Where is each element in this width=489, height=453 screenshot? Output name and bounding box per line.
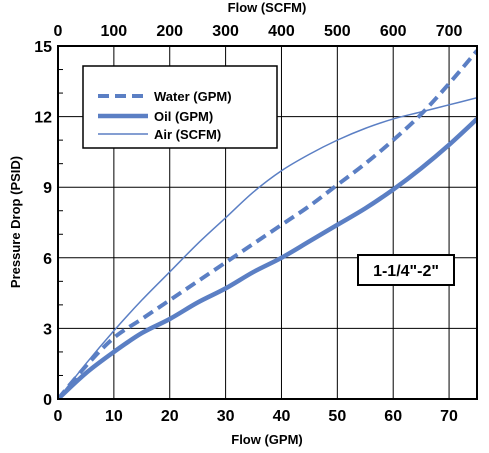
x-tick-label: 40 [273,408,291,425]
x2-tick-label: 300 [212,23,239,40]
x2-tick-label: 0 [54,23,63,40]
x-tick-label: 30 [217,408,235,425]
annotation-text: 1-1/4"-2" [373,263,439,280]
x-tick-label: 50 [328,408,346,425]
legend: Water (GPM) Oil (GPM) Air (SCFM) [82,65,278,149]
y-tick-label: 12 [34,110,52,127]
x2-tick-label: 500 [324,23,351,40]
x-tick-label: 20 [161,408,179,425]
legend-label-water: Water (GPM) [154,89,232,104]
legend-label-air: Air (SCFM) [154,127,221,142]
y-tick-label: 15 [34,39,52,56]
x2-tick-label: 700 [436,23,463,40]
x2-tick-label: 400 [268,23,295,40]
x2-tick-label: 600 [380,23,407,40]
legend-label-oil: Oil (GPM) [154,109,213,124]
plot-frame [57,45,478,400]
x-tick-label: 10 [105,408,123,425]
y-tick-label: 3 [43,321,52,338]
x2-tick-label: 100 [101,23,128,40]
y-tick-label: 9 [43,180,52,197]
y-tick-label: 6 [43,251,52,268]
series-line-oil [58,117,477,399]
annotation-box [357,254,455,286]
y-axis-title: Pressure Drop (PSID) [8,156,23,288]
x-axis-title: Flow (GPM) [231,432,303,447]
series-line-air [58,97,477,399]
x2-tick-label: 200 [156,23,183,40]
x-tick-label: 60 [384,408,402,425]
y-tick-label: 0 [43,392,52,409]
x-tick-label: 70 [440,408,458,425]
x-tick-label: 0 [54,408,63,425]
size-annotation: 1-1/4"-2" [357,254,455,286]
top-axis-title: Flow (SCFM) [228,0,307,15]
series-line-water [58,49,477,399]
axis-ticks: 0 10 20 30 40 50 60 700 100 200 300 400 500 600 700036… [34,23,462,425]
series-lines [58,49,477,399]
